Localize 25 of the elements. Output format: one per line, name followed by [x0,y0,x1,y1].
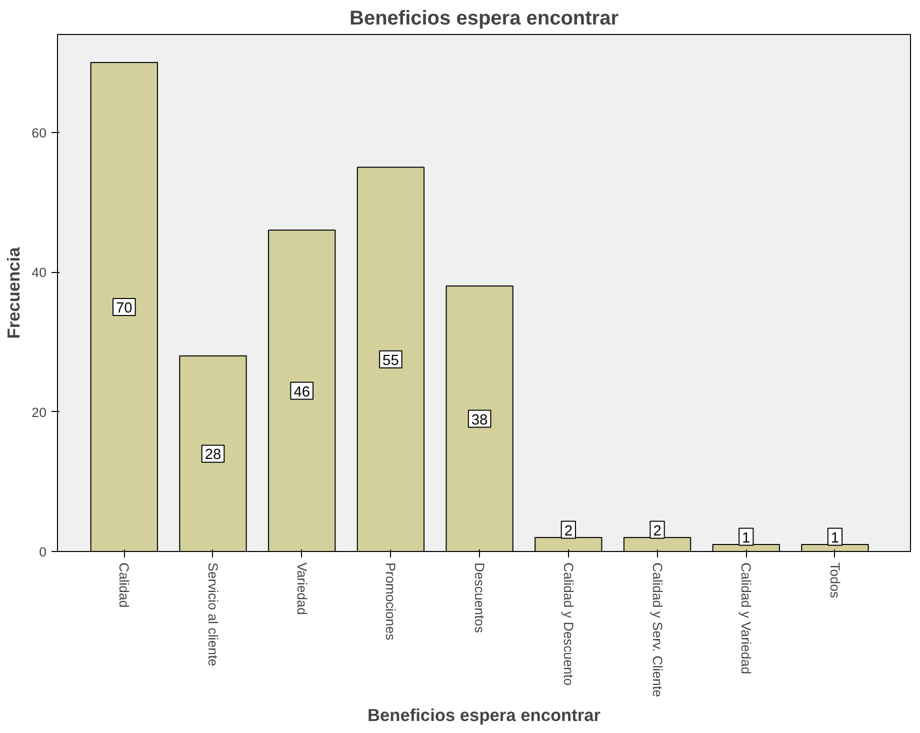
x-tick-label: Descuentos [472,562,488,634]
x-tick-label: Calidad y Serv. Cliente [650,562,665,698]
y-tick-label: 0 [39,544,47,560]
x-tick-label: Servicio al cliente [205,562,220,666]
data-label: 2 [653,523,662,540]
x-tick-label: Calidad y Variedad [738,562,754,674]
x-axis-title: Beneficios espera encontrar [367,705,601,726]
y-tick-label: 20 [32,404,47,420]
chart-title: Beneficios espera encontrar [350,8,619,30]
data-label: 55 [382,352,399,369]
x-tick-label: Calidad y Descuento [560,562,576,686]
x-tick-label: Promociones [383,562,398,641]
data-label: 28 [204,447,222,464]
y-tick-label: 40 [32,265,47,280]
data-label: 1 [830,530,840,546]
data-label: 2 [564,523,572,540]
data-label: 46 [294,384,310,400]
data-label: 38 [471,412,488,428]
y-axis-title: Frecuencia [4,246,24,339]
y-tick-label: 60 [32,125,47,140]
data-label: 70 [116,300,132,316]
data-label: 1 [742,530,750,546]
x-tick-label: Variedad [294,562,310,615]
x-tick-label: Calidad [116,562,132,608]
x-tick-label: Todos [827,562,842,598]
